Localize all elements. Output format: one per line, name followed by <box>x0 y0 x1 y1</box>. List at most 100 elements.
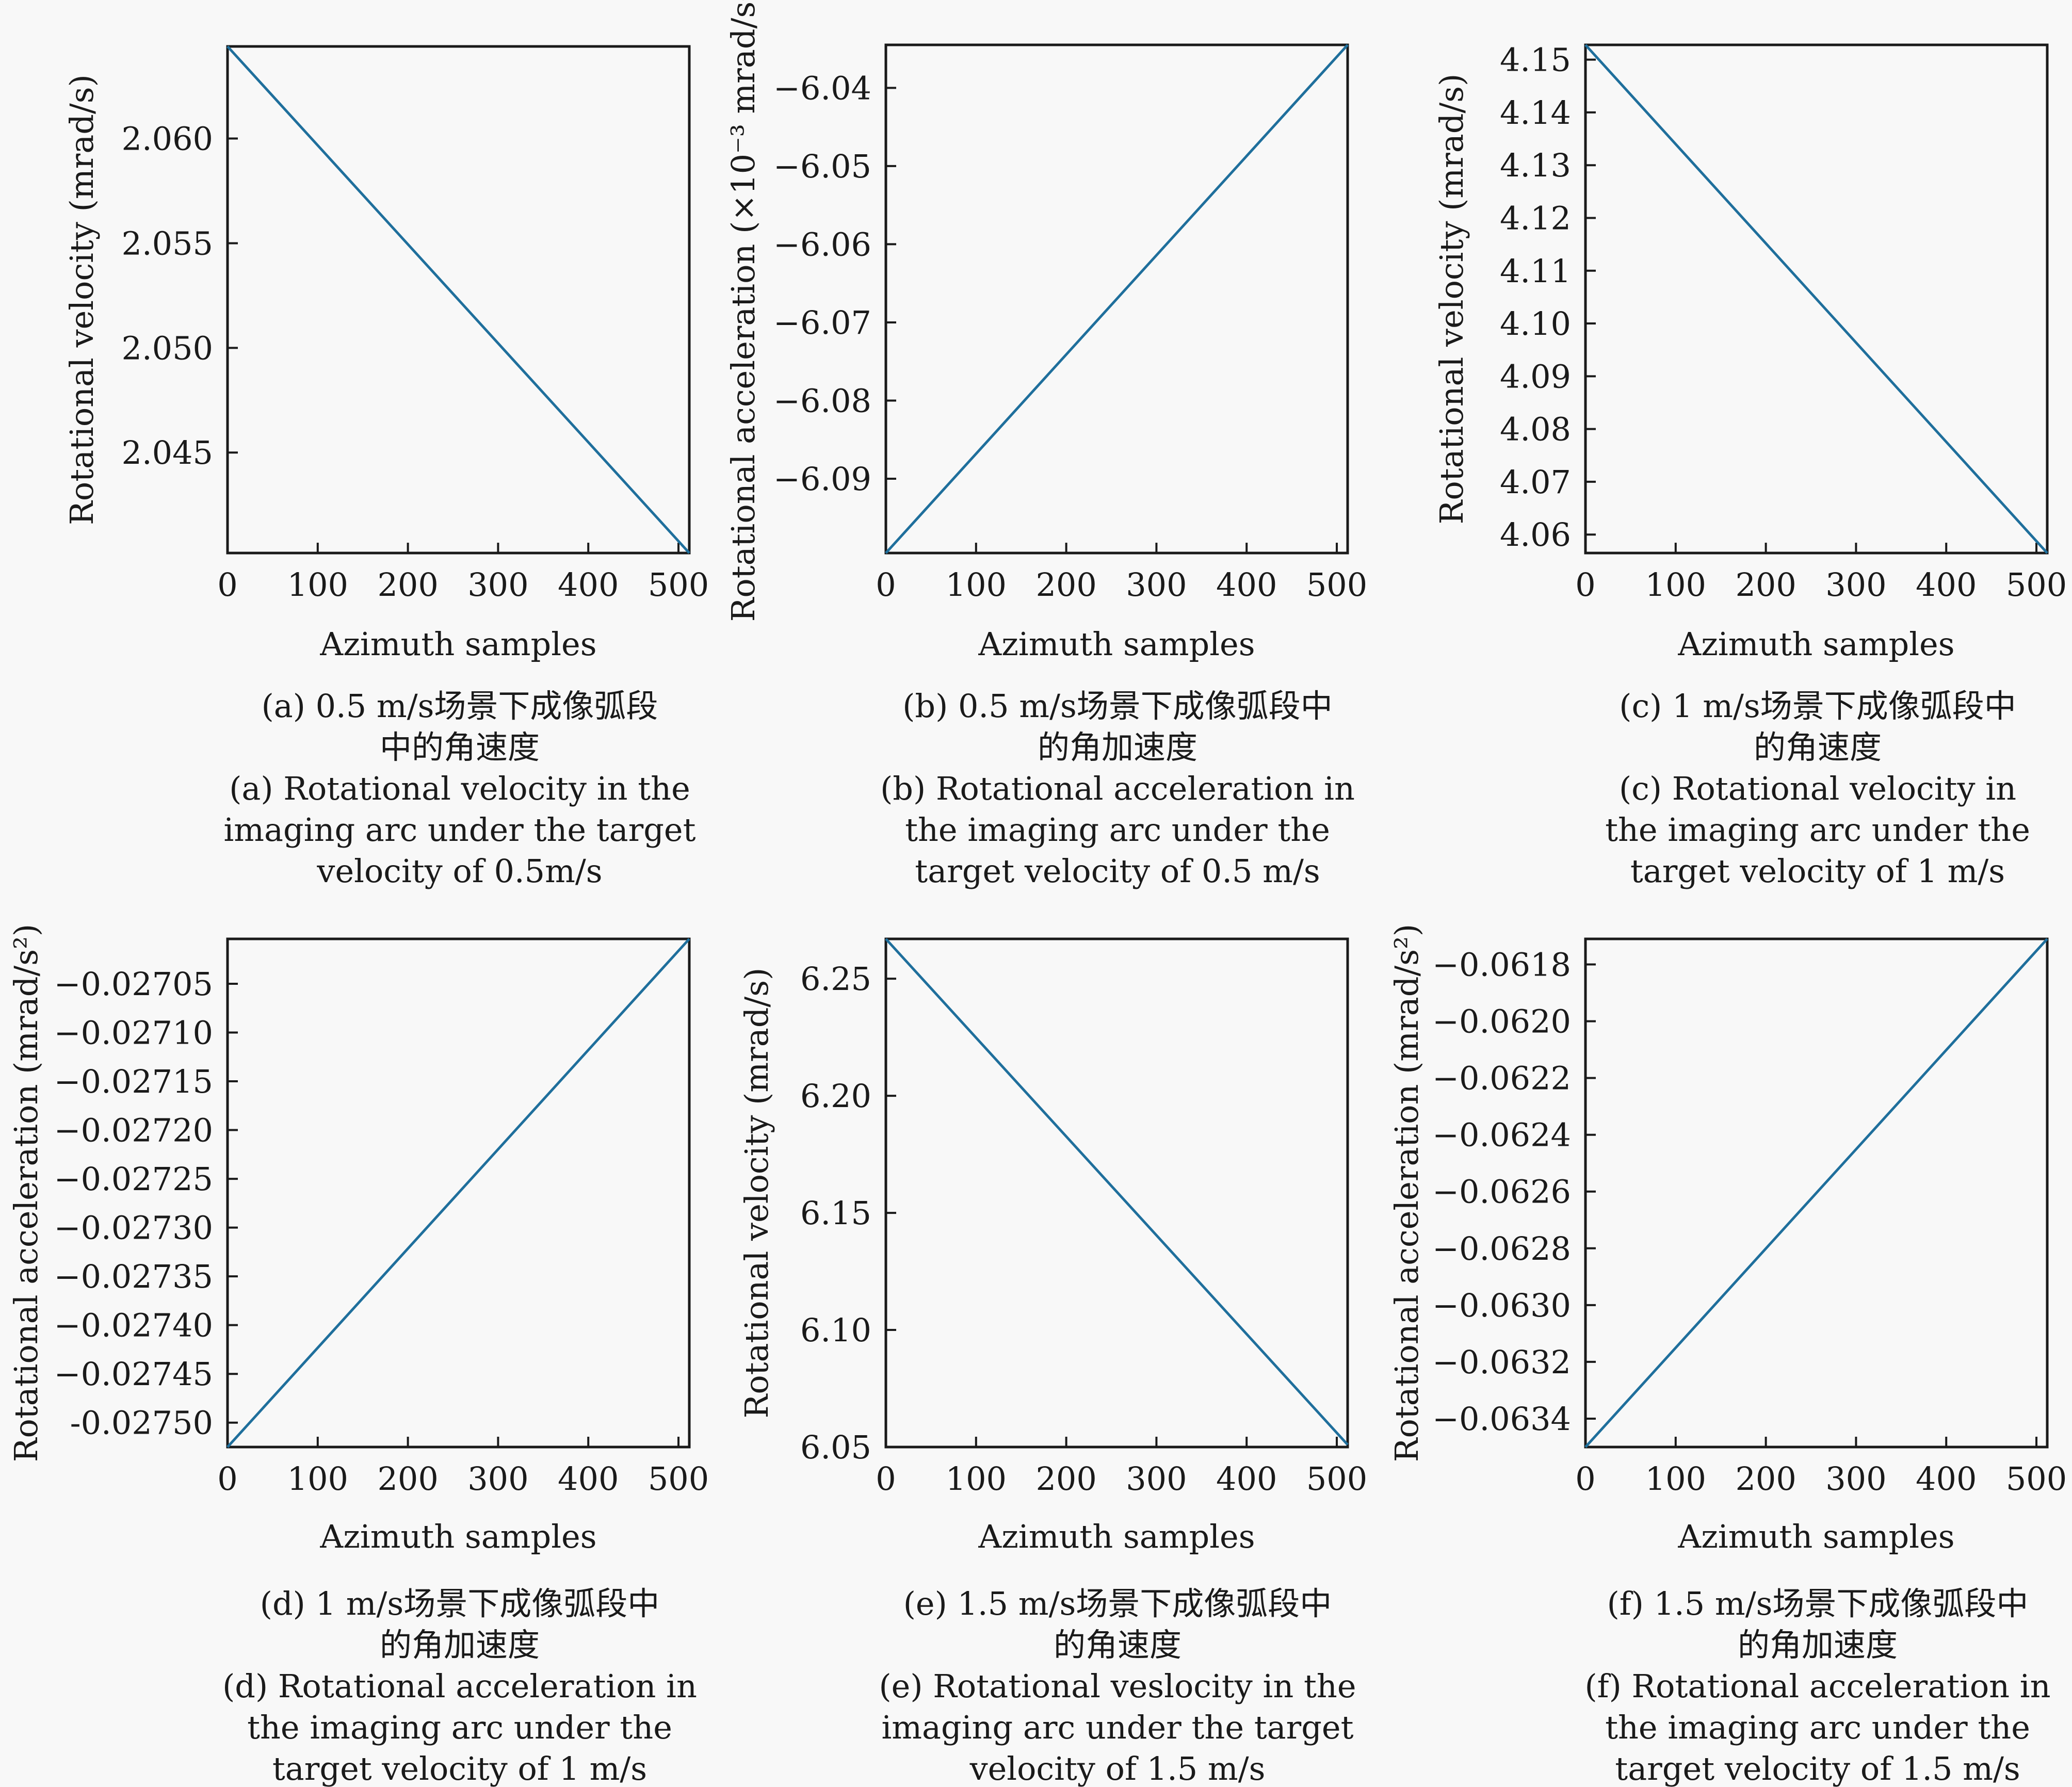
x-tick-label: 100 <box>1645 566 1706 604</box>
x-tick-label: 100 <box>946 566 1007 604</box>
x-tick-label: 100 <box>287 566 348 604</box>
y-tick-label: 2.055 <box>122 224 214 262</box>
y-tick-label: 4.10 <box>1500 305 1571 343</box>
y-tick-label: 6.05 <box>800 1428 871 1466</box>
x-tick-label: 300 <box>1126 566 1187 604</box>
x-tick-label: 0 <box>217 1460 237 1498</box>
y-tick-label: −6.09 <box>773 460 871 498</box>
y-tick-label: 4.11 <box>1500 252 1571 290</box>
y-tick-label: −0.02720 <box>54 1112 213 1149</box>
subplot-b: 0 100 200 300 400 500 −6.09 −6.08 −6.07 −6.06 −6.0… <box>724 0 1367 890</box>
y-tick-label: −6.06 <box>773 225 871 263</box>
y-tick-label: 2.045 <box>122 434 214 472</box>
caption-zh-line: 的角加速度 <box>1038 728 1197 766</box>
y-tick-label: −0.02745 <box>54 1355 213 1393</box>
y-tick-label: 4.15 <box>1500 41 1571 79</box>
series-line <box>1584 938 2048 1448</box>
y-axis-label: Rotational acceleration (×10⁻³ mrad/s²) <box>724 0 762 622</box>
y-tick-label: −0.02715 <box>54 1063 213 1100</box>
caption-en-line: imaging arc under the target <box>223 811 695 849</box>
y-tick-label: 4.14 <box>1500 94 1571 132</box>
y-tick-label: 4.08 <box>1500 411 1571 448</box>
caption-en-line: (d) Rotational acceleration in <box>222 1667 697 1705</box>
y-tick-label: −0.02705 <box>54 965 213 1003</box>
y-tick-label: 6.15 <box>800 1194 871 1232</box>
caption-en-line: the imaging arc under the <box>1605 811 2030 849</box>
caption-zh-line: 的角加速度 <box>380 1626 540 1664</box>
x-tick-label: 0 <box>876 566 896 604</box>
y-tick-label: −0.02735 <box>54 1258 213 1295</box>
y-tick-label: −0.02710 <box>54 1014 213 1051</box>
x-tick-label: 400 <box>1216 1460 1277 1498</box>
caption-en-line: velocity of 0.5m/s <box>316 852 602 890</box>
subplot-e: 0 100 200 300 400 500 6.05 6.10 6.15 6.20 6.25 Azim… <box>738 937 1367 1787</box>
subplot-c: 0 100 200 300 400 500 4.06 4.07 4.08 4.09 4.10 4.11… <box>1433 41 2067 890</box>
x-tick-label: 300 <box>1825 1460 1886 1498</box>
y-tick-label: 6.20 <box>800 1077 871 1115</box>
x-tick-label: 0 <box>1575 566 1595 604</box>
y-axis-label: Rotational velocity (mrad/s) <box>1433 74 1470 525</box>
x-tick-label: 100 <box>946 1460 1007 1498</box>
caption-en-line: target velocity of 0.5 m/s <box>915 852 1320 890</box>
x-tick-label: 300 <box>1825 566 1886 604</box>
x-axis-label: Azimuth samples <box>978 625 1255 663</box>
x-tick-label: 300 <box>467 566 528 604</box>
y-tick-label: 6.10 <box>800 1311 871 1349</box>
x-tick-label: 500 <box>2006 566 2067 604</box>
subplot-a: 0 100 200 300 400 500 2.045 2.050 2.055 2.060 Azim… <box>63 45 709 890</box>
subplot-f: 0 100 200 300 400 500 −0.0634 −0.0632 −0.0630 −0.… <box>1388 924 2067 1787</box>
caption-zh-line: (b) 0.5 m/s场景下成像弧段中 <box>902 687 1333 725</box>
caption-zh-line: (a) 0.5 m/s场景下成像弧段 <box>262 687 658 725</box>
x-tick-label: 300 <box>467 1460 528 1498</box>
x-tick-label: 500 <box>1306 566 1367 604</box>
x-tick-label: 500 <box>648 566 709 604</box>
x-tick-label: 300 <box>1126 1460 1187 1498</box>
y-tick-label: −6.04 <box>773 69 871 107</box>
y-tick-label: −0.0626 <box>1432 1173 1571 1211</box>
y-tick-label: −0.0622 <box>1432 1060 1571 1097</box>
caption-en-line: (e) Rotational veslocity in the <box>879 1667 1356 1705</box>
y-tick-label: −6.08 <box>773 382 871 420</box>
y-tick-label: −0.0628 <box>1432 1230 1571 1268</box>
x-tick-label: 200 <box>377 1460 438 1498</box>
caption-zh-line: (f) 1.5 m/s场景下成像弧段中 <box>1607 1585 2029 1622</box>
y-tick-label: 4.13 <box>1500 147 1571 184</box>
y-tick-label: 2.060 <box>122 120 214 158</box>
caption-en-line: target velocity of 1 m/s <box>1630 852 2005 890</box>
x-axis-label: Azimuth samples <box>978 1518 1255 1555</box>
y-tick-label: 2.050 <box>122 329 214 367</box>
x-tick-label: 100 <box>1645 1460 1706 1498</box>
x-tick-label: 200 <box>377 566 438 604</box>
x-axis-label: Azimuth samples <box>319 1518 596 1555</box>
x-tick-label: 500 <box>648 1460 709 1498</box>
x-tick-label: 400 <box>558 566 619 604</box>
y-tick-label: −0.0620 <box>1432 1003 1571 1041</box>
x-tick-label: 400 <box>1216 566 1277 604</box>
x-tick-label: 500 <box>1306 1460 1367 1498</box>
caption-en-line: the imaging arc under the <box>1605 1709 2030 1746</box>
caption-en-line: imaging arc under the target <box>881 1709 1353 1746</box>
y-tick-label: −0.02730 <box>54 1209 213 1247</box>
x-tick-label: 500 <box>2006 1460 2067 1498</box>
caption-en-line: velocity of 1.5 m/s <box>969 1750 1266 1787</box>
y-tick-label: −6.05 <box>773 148 871 185</box>
y-tick-label: −0.0634 <box>1432 1400 1571 1438</box>
x-axis-label: Azimuth samples <box>319 625 596 663</box>
x-tick-label: 400 <box>1916 566 1977 604</box>
y-tick-label: −0.0618 <box>1432 946 1571 984</box>
x-tick-label: 100 <box>287 1460 348 1498</box>
y-tick-label: −0.0632 <box>1432 1343 1571 1381</box>
x-tick-label: 200 <box>1035 566 1096 604</box>
y-tick-label: −0.0624 <box>1432 1116 1571 1154</box>
caption-en-line: (a) Rotational velocity in the <box>229 770 690 807</box>
caption-zh-line: (e) 1.5 m/s场景下成像弧段中 <box>903 1585 1332 1622</box>
caption-en-line: the imaging arc under the <box>247 1709 672 1746</box>
caption-en-line: (b) Rotational acceleration in <box>880 770 1355 807</box>
y-axis-label: Rotational velocity (mrad/s) <box>63 74 101 525</box>
caption-zh-line: (c) 1 m/s场景下成像弧段中 <box>1619 687 2016 725</box>
y-tick-label: −6.07 <box>773 304 871 342</box>
caption-zh-line: 的角加速度 <box>1738 1626 1898 1664</box>
x-axis-label: Azimuth samples <box>1677 1518 1954 1555</box>
y-tick-label: -0.02750 <box>70 1404 213 1442</box>
